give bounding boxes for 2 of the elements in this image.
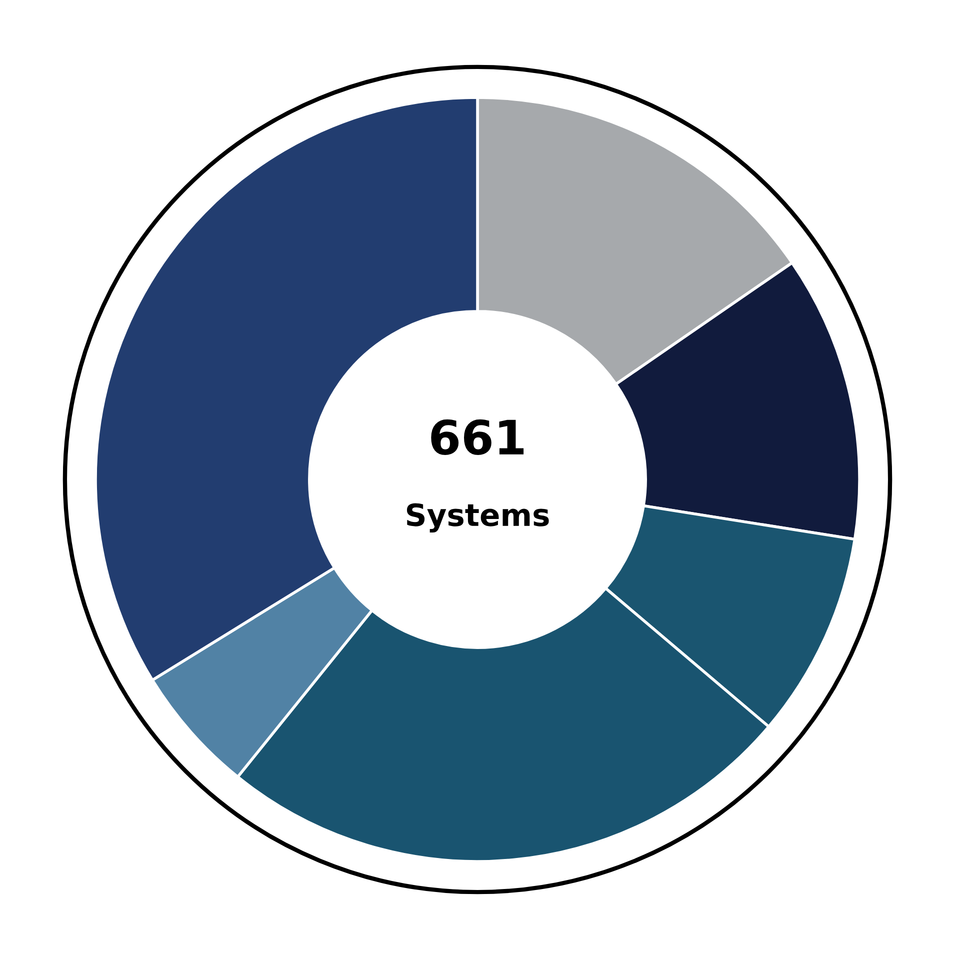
text: Systems xyxy=(406,503,549,532)
text: 661 xyxy=(431,419,524,455)
